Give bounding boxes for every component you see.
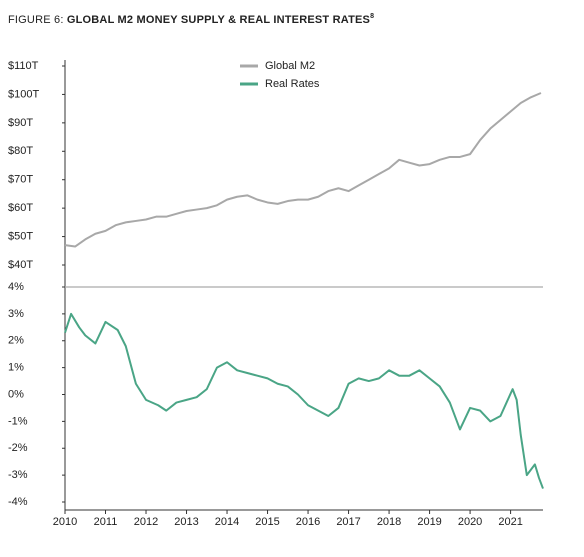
- x-tick-label: 2018: [377, 516, 401, 528]
- y-tick-label: $70T: [8, 174, 33, 186]
- y-tick-label: -3%: [8, 469, 28, 481]
- y-tick-label: 0%: [8, 388, 24, 400]
- y-tick-label: 4%: [8, 281, 24, 293]
- x-tick-label: 2016: [296, 516, 320, 528]
- legend-label: Global M2: [265, 60, 315, 72]
- x-tick-label: 2015: [255, 516, 279, 528]
- x-tick-label: 2013: [174, 516, 198, 528]
- title-note: 8: [370, 13, 374, 20]
- y-tick-label: 3%: [8, 308, 24, 320]
- x-tick-label: 2010: [53, 516, 77, 528]
- y-tick-label: 1%: [8, 362, 24, 374]
- y-tick-label: $60T: [8, 202, 33, 214]
- y-tick-label: $40T: [8, 259, 33, 271]
- x-tick-label: 2021: [498, 516, 522, 528]
- y-tick-label: -1%: [8, 415, 28, 427]
- x-tick-label: 2011: [94, 516, 118, 528]
- title-main: GLOBAL M2 MONEY SUPPLY & REAL INTEREST R…: [67, 14, 370, 26]
- series-line: [64, 92, 542, 248]
- title-prefix: FIGURE 6:: [8, 14, 64, 26]
- y-tick-label: $100T: [8, 88, 39, 100]
- legend-label: Real Rates: [265, 78, 320, 90]
- x-tick-label: 2020: [458, 516, 482, 528]
- y-tick-label: $80T: [8, 145, 33, 157]
- x-tick-label: 2014: [215, 516, 239, 528]
- x-tick-label: 2012: [134, 516, 158, 528]
- chart-title: FIGURE 6: GLOBAL M2 MONEY SUPPLY & REAL …: [8, 13, 374, 26]
- y-tick-label: -2%: [8, 442, 28, 454]
- y-tick-label: -4%: [8, 496, 28, 508]
- y-tick-label: $50T: [8, 230, 33, 242]
- y-tick-label: 2%: [8, 335, 24, 347]
- y-tick-label: $90T: [8, 117, 33, 129]
- series-line: [64, 312, 544, 489]
- y-tick-label: $110T: [8, 60, 39, 72]
- x-tick-label: 2019: [417, 516, 441, 528]
- x-tick-label: 2017: [336, 516, 360, 528]
